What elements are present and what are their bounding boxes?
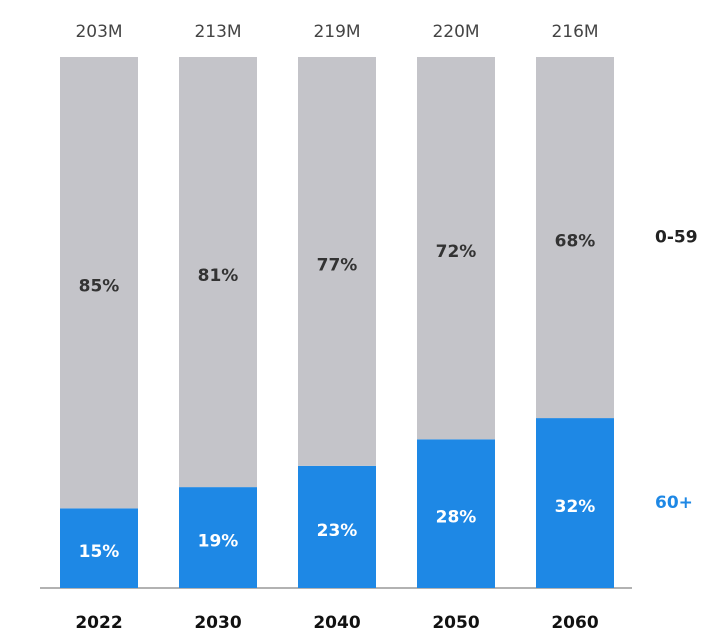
value-label: 19% [198,532,239,552]
value-label: 23% [317,521,358,541]
value-label: 32% [555,497,596,517]
x-tick-label: 2050 [432,613,479,633]
value-label: 85% [79,277,120,297]
x-tick-label: 2030 [194,613,241,633]
x-tick-label: 2040 [313,613,360,633]
bar-segment [60,508,138,588]
bar-segment [417,439,495,588]
bar-segment [179,57,257,488]
value-label: 72% [436,242,477,262]
total-label: 213M [194,22,241,42]
legend-label: 60+ [655,493,693,513]
x-tick-label: 2022 [75,613,122,633]
bar-segment [179,487,257,588]
value-label: 81% [198,266,239,286]
value-label: 77% [317,255,358,275]
total-label: 219M [313,22,360,42]
bar-segment [298,57,376,466]
bar-segment [536,57,614,419]
bar-segment [417,57,495,440]
value-label: 68% [555,232,596,252]
bar-segment [60,57,138,509]
value-label: 15% [79,542,120,562]
total-label: 216M [551,22,598,42]
legend-label: 0-59 [655,228,698,248]
x-tick-label: 2060 [551,613,598,633]
bar-segment [536,418,614,588]
total-label: 203M [75,22,122,42]
value-label: 28% [436,508,477,528]
bar-segment [298,465,376,588]
total-label: 220M [432,22,479,42]
